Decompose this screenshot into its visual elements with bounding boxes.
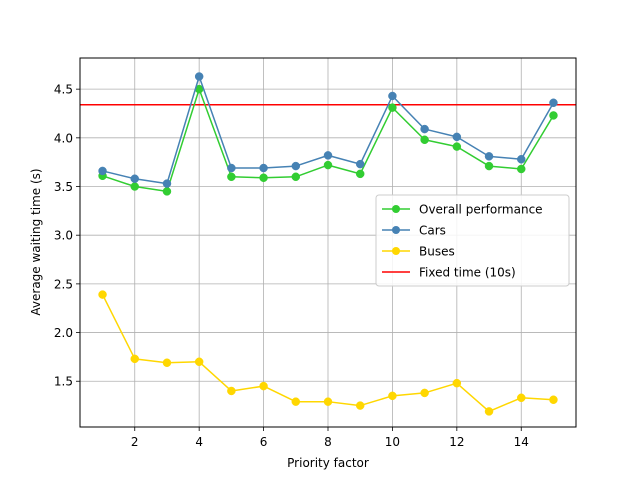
x-tick-label: 6 (260, 435, 268, 449)
legend-box (375, 194, 570, 287)
data-point-buses (484, 407, 494, 416)
x-tick-label: 4 (195, 435, 203, 449)
x-axis-ticks: 2 4 6 8 10 12 14 (131, 427, 529, 449)
y-tick-label: 4.0 (54, 131, 73, 145)
y-tick-label: 2.5 (54, 277, 73, 291)
data-point-overall-performance (130, 182, 140, 191)
data-point-cars (355, 159, 365, 169)
data-point-overall-performance (227, 172, 236, 182)
data-point-buses (388, 391, 397, 401)
data-point-buses (259, 381, 268, 391)
y-tick-label: 1.5 (54, 375, 73, 389)
data-point-cars (484, 152, 494, 161)
data-point-buses (98, 290, 107, 299)
legend: Overall performance Cars Buses Fixed time (… (375, 194, 570, 287)
y-tick-label: 3.0 (54, 229, 73, 243)
data-point-buses (323, 397, 333, 406)
data-point-overall-performance (323, 160, 333, 170)
legend-label-fixed-time-10s-: Fixed time (10s) (419, 266, 516, 280)
data-point-overall-performance (355, 169, 365, 179)
legend-marker-overall-performance (392, 205, 400, 213)
data-point-overall-performance (291, 172, 301, 182)
data-point-overall-performance (388, 103, 397, 112)
y-axis-ticks: 1.5 2.0 2.5 3.0 3.5 4.0 4.5 (54, 83, 80, 389)
data-point-buses (162, 358, 172, 367)
data-point-cars (227, 163, 236, 173)
data-point-buses (516, 393, 526, 403)
y-axis-label: Average waiting time (s) (29, 168, 43, 315)
y-tick-label: 3.5 (54, 180, 73, 194)
data-point-buses (194, 357, 204, 367)
data-point-buses (355, 401, 365, 410)
data-point-overall-performance (162, 187, 172, 196)
legend-marker-buses (392, 247, 400, 255)
data-point-cars (388, 91, 397, 101)
data-point-cars (194, 72, 204, 81)
data-point-cars (516, 155, 526, 164)
series-group (98, 72, 558, 416)
data-point-buses (291, 397, 301, 406)
data-point-overall-performance (549, 111, 558, 120)
legend-marker-cars (392, 226, 400, 234)
data-point-buses (549, 395, 558, 404)
data-point-cars (98, 166, 107, 176)
data-point-cars (452, 132, 462, 142)
data-point-cars (162, 179, 172, 188)
y-tick-label: 2.0 (54, 326, 73, 340)
x-tick-label: 12 (449, 435, 464, 449)
data-point-cars (291, 161, 301, 171)
data-point-overall-performance (259, 173, 268, 183)
legend-label-buses: Buses (419, 245, 455, 259)
x-tick-label: 10 (385, 435, 400, 449)
x-tick-label: 8 (324, 435, 332, 449)
data-point-buses (130, 354, 140, 364)
data-point-overall-performance (516, 164, 526, 174)
x-axis-label: Priority factor (287, 456, 369, 470)
data-point-cars (323, 151, 333, 160)
data-point-overall-performance (452, 142, 462, 151)
legend-label-cars: Cars (419, 224, 446, 238)
data-point-buses (227, 386, 236, 396)
x-tick-label: 14 (514, 435, 529, 449)
data-point-cars (130, 174, 140, 183)
data-point-cars (549, 98, 558, 108)
data-point-cars (259, 163, 268, 173)
x-tick-label: 2 (131, 435, 139, 449)
y-tick-label: 4.5 (54, 83, 73, 97)
legend-label-overall-performance: Overall performance (419, 203, 543, 217)
data-point-overall-performance (484, 161, 494, 171)
data-point-overall-performance (420, 135, 429, 145)
data-point-buses (420, 388, 429, 398)
data-point-cars (420, 124, 429, 134)
data-point-buses (452, 378, 462, 388)
